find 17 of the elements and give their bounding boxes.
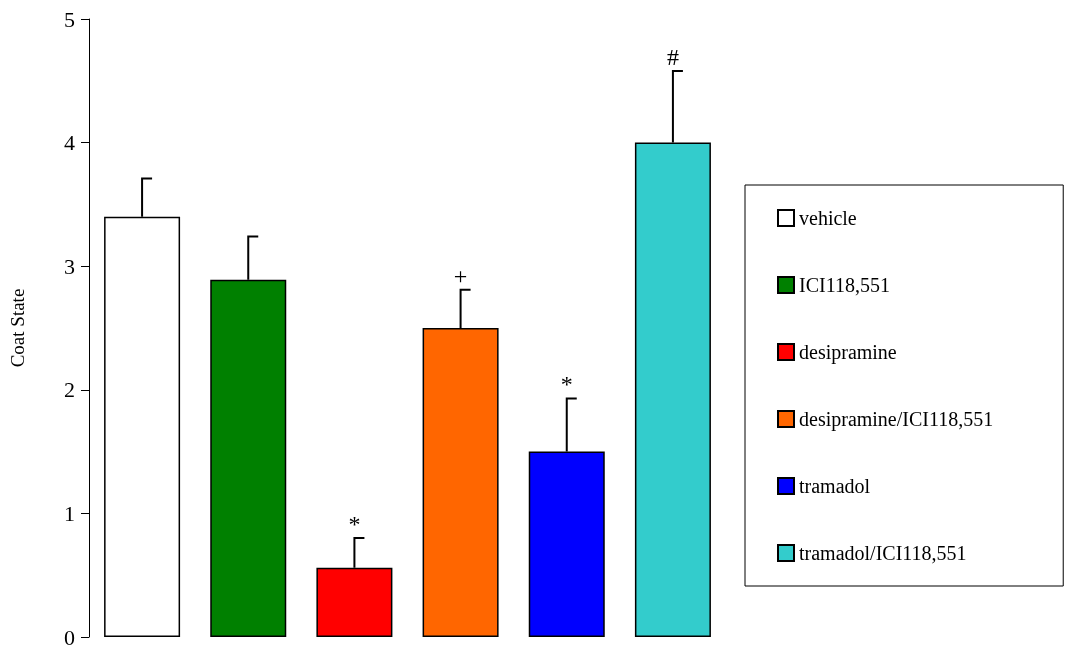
legend-label: tramadol/ICI118,551 xyxy=(799,542,967,564)
y-tick-label: 3 xyxy=(64,253,75,279)
legend-label: ICI118,551 xyxy=(799,274,890,296)
data-label: * xyxy=(348,511,361,538)
y-tick-label: 0 xyxy=(64,624,75,648)
data-label: * xyxy=(560,371,573,398)
legend-label: vehicle xyxy=(799,207,857,229)
y-tick-label: 4 xyxy=(64,130,75,156)
legend-label: tramadol xyxy=(799,475,871,497)
legend-label: desipramine xyxy=(799,341,897,364)
y-tick-label: 1 xyxy=(64,500,75,526)
data-label: + xyxy=(453,262,468,289)
y-axis-title: Coat State xyxy=(7,288,28,368)
data-label: # xyxy=(666,43,679,70)
legend-label: desipramine/ICI118,551 xyxy=(799,408,994,431)
y-tick-label: 5 xyxy=(64,6,75,32)
y-tick-label: 2 xyxy=(64,377,75,403)
